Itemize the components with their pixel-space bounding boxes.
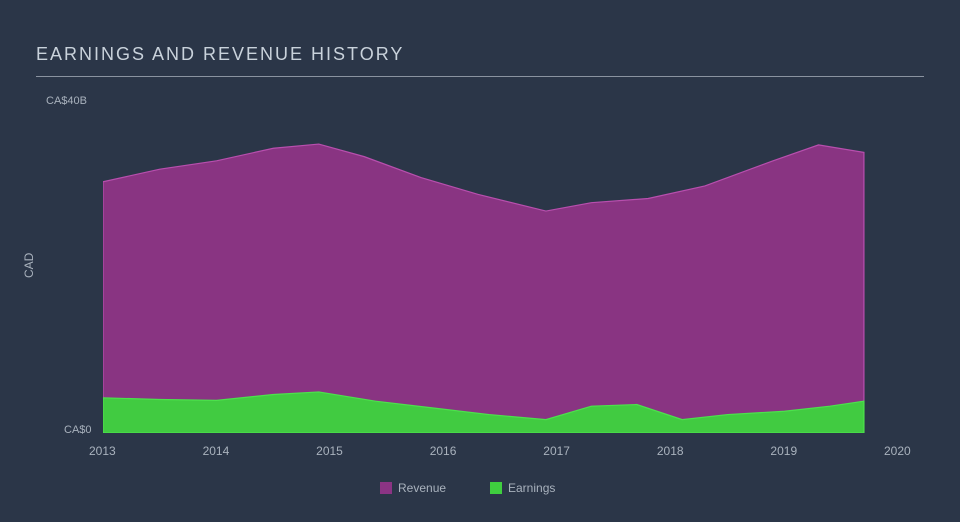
y-tick-max: CA$40B — [46, 95, 87, 107]
x-tick-label: 2015 — [316, 444, 343, 458]
y-tick-zero: CA$0 — [64, 424, 92, 436]
x-tick-label: 2017 — [543, 444, 570, 458]
x-tick-label: 2019 — [770, 444, 797, 458]
x-tick-label: 2016 — [430, 444, 457, 458]
legend-label-earnings: Earnings — [508, 481, 555, 495]
series-revenue — [103, 144, 864, 433]
y-axis-title: CAD — [22, 253, 36, 278]
x-tick-label: 2013 — [89, 444, 116, 458]
x-tick-label: 2014 — [203, 444, 230, 458]
legend-swatch-revenue — [380, 482, 392, 494]
x-tick-label: 2018 — [657, 444, 684, 458]
x-tick-label: 2020 — [884, 444, 911, 458]
plot-area — [103, 98, 898, 433]
chart-container: EARNINGS AND REVENUE HISTORY CA$40B CA$0… — [0, 0, 960, 522]
chart-title: EARNINGS AND REVENUE HISTORY — [36, 44, 404, 65]
title-underline — [36, 76, 924, 77]
legend-swatch-earnings — [490, 482, 502, 494]
legend-label-revenue: Revenue — [398, 481, 446, 495]
chart-svg — [103, 98, 898, 433]
